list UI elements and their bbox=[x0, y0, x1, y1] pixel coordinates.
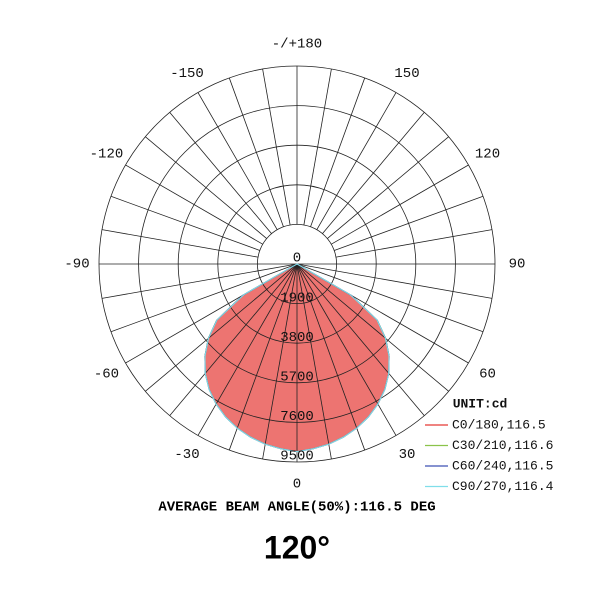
spoke bbox=[296, 263, 397, 436]
spoke bbox=[197, 92, 278, 230]
legend-label: C90/270,116.4 bbox=[452, 479, 554, 494]
legend-label: C60/240,116.5 bbox=[452, 458, 553, 473]
spoke bbox=[327, 136, 449, 239]
spoke bbox=[228, 263, 298, 451]
spoke bbox=[110, 263, 298, 333]
angle-label: 150 bbox=[394, 66, 419, 82]
radial-label: 3800 bbox=[280, 330, 314, 346]
spoke bbox=[322, 112, 425, 234]
angle-label: -30 bbox=[174, 447, 199, 463]
radial-label: 5700 bbox=[280, 370, 314, 386]
spoke bbox=[110, 195, 260, 251]
spoke bbox=[310, 77, 366, 227]
spoke bbox=[334, 195, 484, 251]
radial-label: 9500 bbox=[280, 449, 314, 465]
angle-label: 120 bbox=[475, 147, 500, 163]
spoke bbox=[331, 164, 469, 245]
spoke bbox=[296, 263, 332, 460]
legend-label: C0/180,116.5 bbox=[452, 417, 546, 432]
spoke bbox=[169, 263, 298, 416]
spoke bbox=[197, 263, 298, 436]
angle-label: -90 bbox=[64, 257, 89, 273]
spoke bbox=[101, 263, 298, 299]
spoke bbox=[296, 263, 366, 451]
beam-angle-title: 120° bbox=[264, 529, 330, 565]
spoke bbox=[296, 263, 493, 299]
beam-angle-note: AVERAGE BEAM ANGLE(50%):116.5 DEG bbox=[158, 500, 435, 516]
spoke bbox=[296, 263, 484, 333]
plot: -/+180 150 120 90 60 30 0 -30 -60 -90 -120 -150 0 190… bbox=[64, 37, 553, 494]
spoke bbox=[296, 263, 425, 416]
spoke bbox=[316, 92, 397, 230]
angle-label: 60 bbox=[479, 367, 496, 383]
spoke bbox=[303, 68, 332, 226]
spoke bbox=[335, 229, 493, 258]
angle-label: 90 bbox=[509, 257, 526, 273]
spoke bbox=[169, 112, 272, 234]
spoke bbox=[145, 136, 267, 239]
spoke bbox=[125, 164, 263, 245]
spoke bbox=[145, 263, 298, 392]
radial-label: 7600 bbox=[280, 409, 314, 425]
angle-label: -120 bbox=[90, 147, 124, 163]
spoke bbox=[296, 263, 449, 392]
unit-label: UNIT:cd bbox=[453, 396, 508, 411]
legend-label: C30/210,116.6 bbox=[452, 438, 553, 453]
angle-label: 0 bbox=[293, 477, 301, 493]
spoke bbox=[101, 229, 259, 258]
series-line bbox=[204, 263, 390, 453]
angle-label: 30 bbox=[399, 447, 416, 463]
angle-label: -/+180 bbox=[272, 37, 322, 53]
radial-label: 0 bbox=[293, 251, 301, 267]
spoke bbox=[228, 77, 284, 227]
spoke bbox=[262, 68, 291, 226]
angle-label: -60 bbox=[94, 367, 119, 383]
angle-label: -150 bbox=[170, 66, 204, 82]
radial-label: 1900 bbox=[280, 290, 314, 306]
spoke bbox=[262, 263, 298, 460]
